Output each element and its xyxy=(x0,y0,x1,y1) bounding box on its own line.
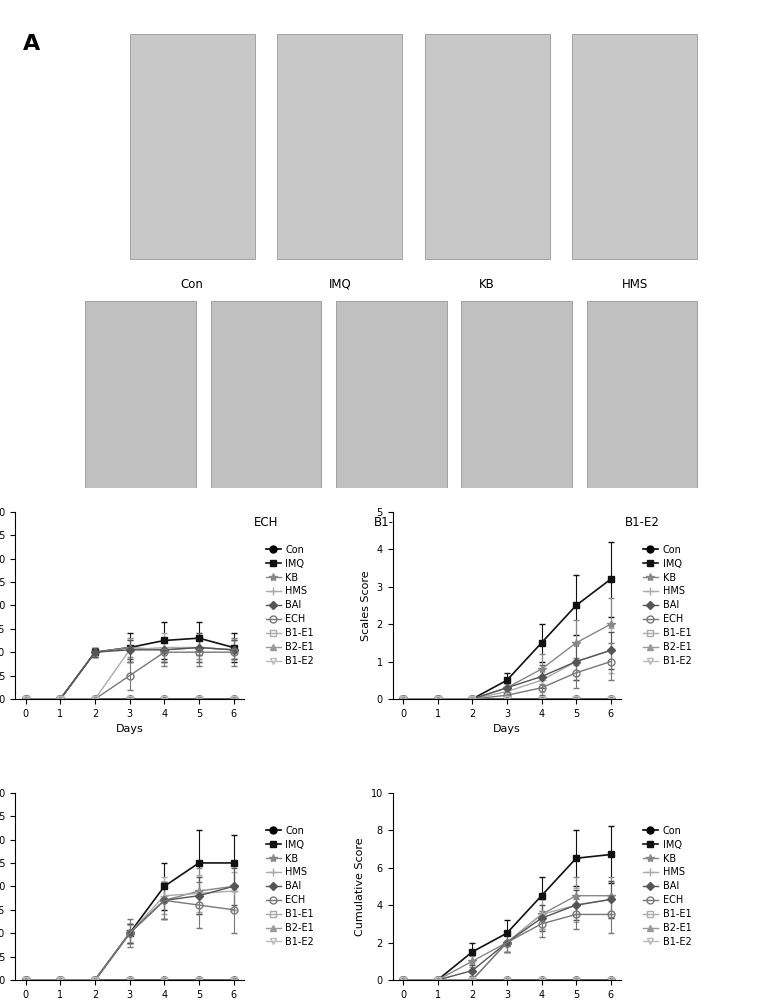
Bar xyxy=(587,301,697,498)
Bar xyxy=(572,34,697,259)
Bar xyxy=(130,34,255,259)
Bar xyxy=(210,301,321,498)
Y-axis label: Cumulative Score: Cumulative Score xyxy=(355,837,365,936)
X-axis label: Days: Days xyxy=(493,724,521,734)
Legend: Con, IMQ, KB, HMS, BAI, ECH, B1-E1, B2-E1, B1-E2: Con, IMQ, KB, HMS, BAI, ECH, B1-E1, B2-E… xyxy=(643,545,691,666)
Bar xyxy=(85,301,196,498)
Legend: Con, IMQ, KB, HMS, BAI, ECH, B1-E1, B2-E1, B1-E2: Con, IMQ, KB, HMS, BAI, ECH, B1-E1, B2-E… xyxy=(643,826,691,947)
Bar xyxy=(462,301,572,498)
Y-axis label: Scales Score: Scales Score xyxy=(361,570,371,641)
Text: Con: Con xyxy=(181,278,204,291)
Legend: Con, IMQ, KB, HMS, BAI, ECH, B1-E1, B2-E1, B1-E2: Con, IMQ, KB, HMS, BAI, ECH, B1-E1, B2-E… xyxy=(266,545,314,666)
Text: BAI: BAI xyxy=(131,516,151,529)
Text: B1-E2: B1-E2 xyxy=(624,516,660,529)
Text: B2-E1: B2-E1 xyxy=(499,516,535,529)
Legend: Con, IMQ, KB, HMS, BAI, ECH, B1-E1, B2-E1, B1-E2: Con, IMQ, KB, HMS, BAI, ECH, B1-E1, B2-E… xyxy=(266,826,314,947)
Text: B: B xyxy=(23,516,40,536)
Text: ECH: ECH xyxy=(254,516,278,529)
X-axis label: Days: Days xyxy=(116,724,144,734)
Text: B1-E1: B1-E1 xyxy=(374,516,409,529)
Bar xyxy=(277,34,402,259)
Text: A: A xyxy=(23,34,40,54)
Text: HMS: HMS xyxy=(621,278,647,291)
Bar xyxy=(425,34,550,259)
Bar xyxy=(336,301,447,498)
Text: IMQ: IMQ xyxy=(329,278,351,291)
Text: KB: KB xyxy=(479,278,495,291)
